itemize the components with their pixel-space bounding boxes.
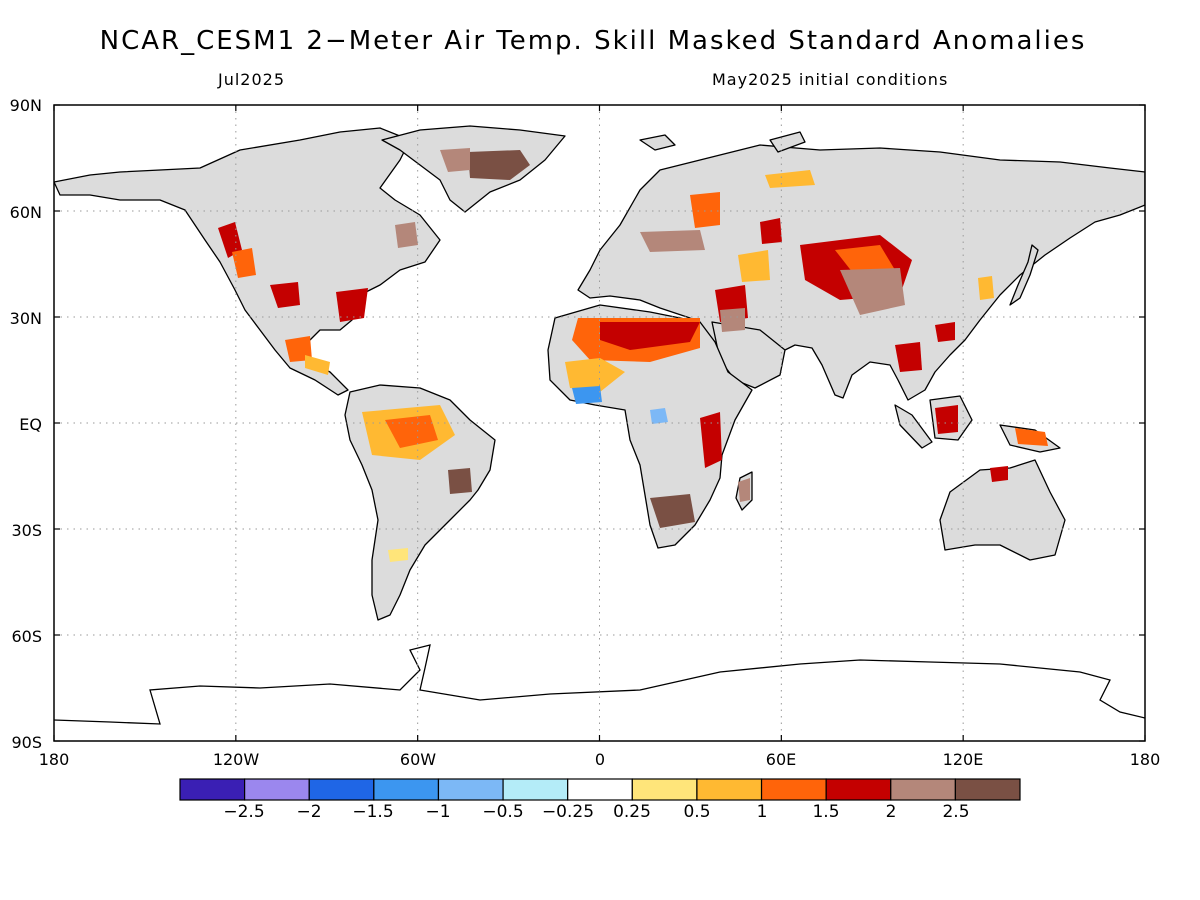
lon-label-60w: 60W [399,750,437,769]
colorbar-label: −2 [296,802,322,822]
colorbar-swatch [437,778,504,801]
colorbar-label: −0.5 [482,802,524,822]
anomaly-sahara-2 [600,322,700,350]
colorbar-label: −1.5 [352,802,394,822]
lon-label-0: 0 [594,750,606,769]
colorbar-swatch [760,778,827,801]
anomaly-china-east [935,322,955,342]
colorbar-label: 2 [885,802,897,822]
novaya-zemlya [769,131,806,153]
lat-label-90s: 90S [11,733,42,752]
lat-label-30n: 30N [9,309,42,328]
colorbar-swatch [373,778,440,801]
lon-label-60e: 60E [765,750,797,769]
anomaly-west-na-2 [232,248,256,278]
colorbar-swatch [567,778,633,801]
anomaly-greenland-east [440,148,470,172]
colorbar-swatch [244,778,310,801]
anomaly-central-africa [650,408,668,424]
colorbar-label: 1.5 [812,802,840,822]
anomaly-southern-africa [650,494,695,528]
japan [1009,244,1039,306]
colorbar-label: −0.25 [541,802,595,822]
lon-label-120e: 120E [942,750,984,769]
colorbar-label: −2.5 [223,802,265,822]
anomaly-north-australia [990,466,1008,482]
lon-label-180e: 180 [1129,750,1161,769]
colorbar-swatch [502,778,569,801]
initial-conditions-label: May2025 initial conditions [712,70,949,89]
lat-label-60n: 60N [9,203,42,222]
colorbar-label: 1 [756,802,768,822]
anomaly-gulf-of-guinea [572,386,602,404]
lat-label-eq: EQ [19,415,42,434]
colorbar-swatch [179,778,246,801]
anomaly-russia-west [690,192,720,228]
australia [939,459,1066,561]
lat-label-30s: 30S [11,521,42,540]
colorbar-swatch [825,778,892,801]
anomaly-borneo [935,405,958,434]
axis-ticks [53,104,1146,742]
antarctica-coast [54,644,1145,725]
colorbar-swatch [696,778,763,801]
lon-label-180w: 180 [38,750,70,769]
anomaly-west-na-3 [270,282,300,308]
chart-title: NCAR_CESM1 2−Meter Air Temp. Skill Maske… [99,26,1087,56]
colorbar-label: 2.5 [942,802,970,822]
anomaly-europe [640,230,705,252]
colorbar-label: 0.5 [683,802,711,822]
colorbar-swatch [308,778,375,801]
lat-label-90n: 90N [9,96,42,115]
colorbar [179,778,1021,801]
anomaly-middle-east-2 [720,308,745,332]
svalbard [639,134,676,151]
anomaly-tibet [840,268,905,315]
anomaly-madagascar [738,478,750,502]
anomaly-korea [978,276,994,300]
anomaly-siberia [765,170,815,188]
anomaly-central-america [305,355,330,375]
colorbar-label: −1 [425,802,451,822]
sumatra [894,404,933,449]
anomaly-ne-brazil [448,468,472,494]
anomaly-sahel [565,358,625,392]
colorbar-swatch [890,778,956,801]
anomaly-canada-east [395,222,418,248]
lon-label-120w: 120W [212,750,260,769]
anomaly-greenland [468,150,530,180]
anomaly-new-guinea [1015,428,1048,446]
anomaly-caspian [738,250,770,282]
anomaly-se-asia [895,342,922,372]
colorbar-swatch [954,778,1021,801]
anomaly-patagonia [388,548,408,562]
anomaly-central-asia-1 [760,218,782,244]
colorbar-label: 0.25 [613,802,651,822]
colorbar-swatch [631,778,698,801]
valid-month: Jul2025 [218,70,286,89]
anomaly-east-africa [700,412,722,468]
anomaly-east-us [336,288,368,322]
lat-label-60s: 60S [11,627,42,646]
